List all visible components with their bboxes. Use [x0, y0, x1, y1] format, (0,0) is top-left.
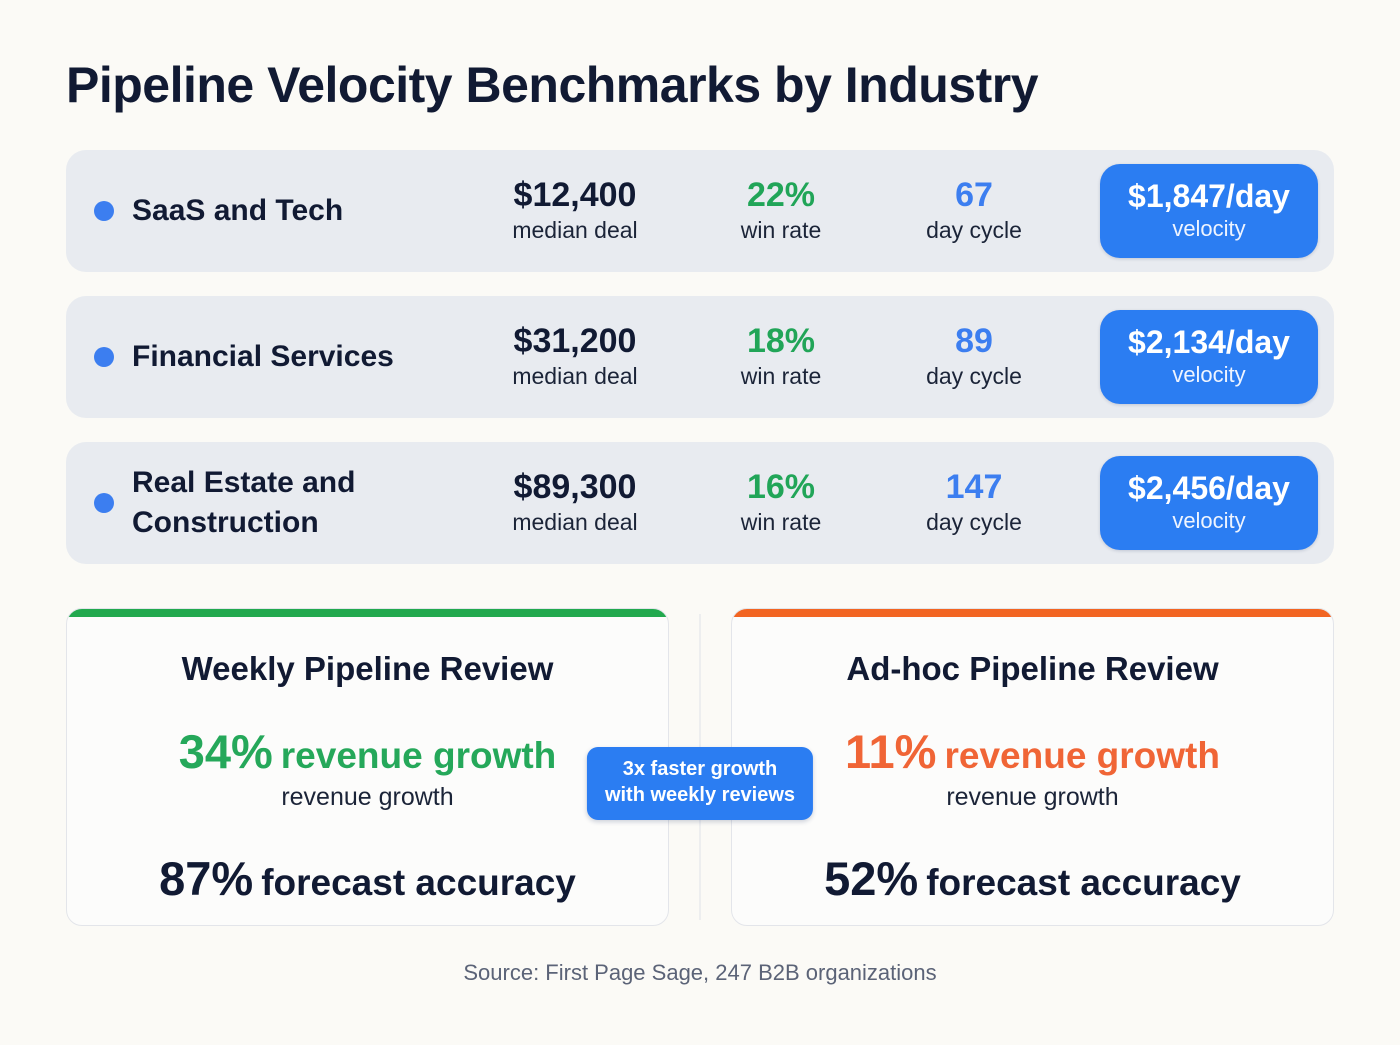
industry-rows: SaaS and Tech $12,400 median deal 22% wi…	[66, 150, 1334, 564]
badge-line-1: 3x faster growth	[622, 758, 778, 780]
page-title: Pipeline Velocity Benchmarks by Industry	[66, 57, 1039, 113]
forecast-accuracy-label: forecast accuracy	[926, 861, 1241, 903]
revenue-growth-value: 11%	[845, 724, 937, 778]
win-rate-value: 22%	[746, 175, 816, 214]
forecast-accuracy-label: forecast accuracy	[261, 861, 576, 903]
industry-row-saas-and-tech: SaaS and Tech $12,400 median deal 22% wi…	[66, 150, 1334, 272]
median-deal-value: $12,400	[513, 175, 637, 214]
badge-line-2: with weekly reviews	[604, 783, 796, 806]
industry-name: Financial Services	[132, 340, 394, 374]
velocity-badge: $1,847/day velocity	[1100, 164, 1318, 258]
day-cycle-value: 147	[945, 467, 1003, 506]
card-revenue-growth-sublabel: revenue growth	[946, 782, 1119, 811]
median-deal-label: median deal	[512, 217, 638, 244]
median-deal-value: $31,200	[513, 321, 637, 360]
forecast-accuracy-value: 52%	[824, 851, 919, 905]
day-cycle-label: day cycle	[926, 363, 1022, 390]
velocity-label: velocity	[1172, 216, 1246, 242]
day-cycle-label: day cycle	[926, 217, 1022, 244]
metric-day-cycle: 89 day cycle	[876, 322, 1072, 393]
revenue-growth-value: 34%	[178, 724, 273, 778]
velocity-value: $2,134/day	[1128, 324, 1290, 361]
day-cycle-label: day cycle	[926, 509, 1022, 536]
metric-win-rate: 16% win rate	[686, 468, 876, 539]
bullet-dot-icon	[94, 347, 114, 367]
day-cycle-value: 67	[955, 175, 993, 214]
metric-win-rate: 22% win rate	[686, 176, 876, 247]
bullet-dot-icon	[94, 201, 114, 221]
card-title: Weekly Pipeline Review	[181, 650, 554, 687]
card-forecast-accuracy: 87% forecast accuracy	[97, 854, 638, 903]
metric-day-cycle: 67 day cycle	[876, 176, 1072, 247]
card-accent-bar-orange	[732, 609, 1333, 617]
forecast-accuracy-value: 87%	[159, 851, 254, 905]
velocity-label: velocity	[1172, 362, 1246, 388]
card-forecast-accuracy: 52% forecast accuracy	[762, 854, 1303, 903]
velocity-label: velocity	[1172, 508, 1246, 534]
card-title: Ad-hoc Pipeline Review	[846, 650, 1219, 687]
median-deal-value: $89,300	[513, 467, 637, 506]
win-rate-label: win rate	[740, 217, 822, 244]
revenue-growth-label: revenue growth	[280, 734, 557, 776]
median-deal-label: median deal	[512, 509, 638, 536]
win-rate-label: win rate	[740, 363, 822, 390]
metric-median-deal: $89,300 median deal	[464, 468, 686, 539]
card-revenue-growth: 34% revenue growth	[97, 724, 638, 778]
card-adhoc-pipeline-review: Ad-hoc Pipeline Review 11% revenue growth…	[731, 608, 1334, 926]
card-accent-bar-green	[67, 609, 668, 617]
metric-day-cycle: 147 day cycle	[876, 468, 1072, 539]
velocity-value: $2,456/day	[1128, 470, 1290, 507]
win-rate-value: 18%	[746, 321, 816, 360]
win-rate-value: 16%	[746, 467, 816, 506]
bullet-dot-icon	[94, 493, 114, 513]
median-deal-label: median deal	[512, 363, 638, 390]
velocity-badge: $2,456/day velocity	[1100, 456, 1318, 550]
industry-name: Real Estate and Construction	[132, 466, 356, 539]
industry-name: SaaS and Tech	[132, 194, 344, 228]
comparison-callout-badge: 3x faster growth with weekly reviews	[586, 747, 814, 821]
revenue-growth-label: revenue growth	[944, 734, 1220, 776]
velocity-badge: $2,134/day velocity	[1100, 310, 1318, 404]
day-cycle-value: 89	[955, 321, 993, 360]
metric-median-deal: $12,400 median deal	[464, 176, 686, 247]
industry-row-financial-services: Financial Services $31,200 median deal 1…	[66, 296, 1334, 418]
comparison-section: Weekly Pipeline Review 34% revenue growth…	[66, 608, 1334, 926]
industry-row-real-estate-and-construction: Real Estate and Construction $89,300 med…	[66, 442, 1334, 564]
metric-win-rate: 18% win rate	[686, 322, 876, 393]
card-revenue-growth-sublabel: revenue growth	[281, 782, 454, 811]
card-revenue-growth: 11% revenue growth	[762, 724, 1303, 778]
source-note: Source: First Page Sage, 247 B2B organiz…	[463, 960, 937, 985]
card-weekly-pipeline-review: Weekly Pipeline Review 34% revenue growth…	[66, 608, 669, 926]
metric-median-deal: $31,200 median deal	[464, 322, 686, 393]
win-rate-label: win rate	[740, 509, 822, 536]
velocity-value: $1,847/day	[1128, 178, 1290, 215]
